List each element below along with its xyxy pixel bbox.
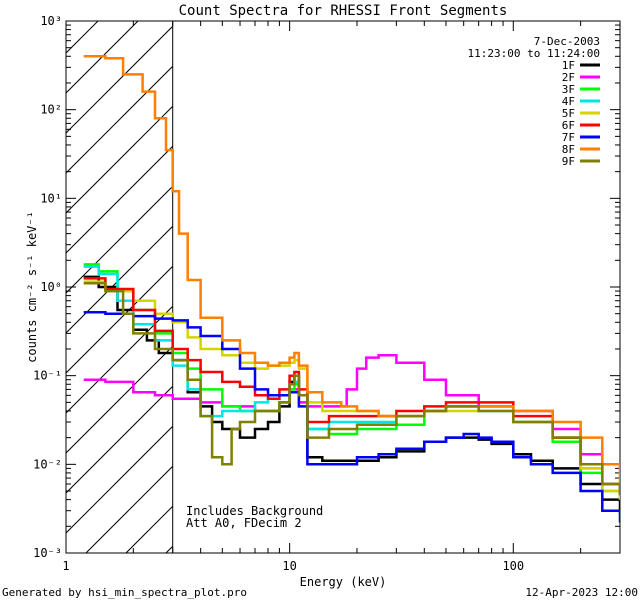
hatch-line (0, 0, 126, 553)
y-tick-label: 10³ (40, 14, 62, 28)
legend-label-1F: 1F (562, 59, 575, 72)
annotation-background: Includes Background (186, 504, 323, 518)
hatch-line (66, 385, 173, 494)
x-axis: 1 10 100 (62, 21, 621, 573)
y-tick-label: 10⁻² (33, 457, 62, 471)
x-tick-label: 100 (502, 559, 524, 573)
time-range-label: 11:23:00 to 11:24:00 (468, 47, 600, 60)
legend-label-9F: 9F (562, 155, 575, 168)
legend-label-2F: 2F (562, 71, 575, 84)
series-lines (83, 55, 620, 523)
hatch-line (66, 265, 173, 374)
x-tick-label: 1 (62, 559, 69, 573)
hatch-line (85, 465, 173, 553)
y-axis-label: counts cm⁻² s⁻¹ keV⁻¹ (25, 211, 39, 363)
legend-label-4F: 4F (562, 95, 575, 108)
chart-title: Count Spectra for RHESSI Front Segments (179, 3, 508, 19)
y-tick-label: 10⁻³ (33, 546, 62, 560)
hatch-line (66, 425, 173, 534)
y-tick-label: 10¹ (40, 191, 62, 205)
series-line-7F (83, 310, 620, 523)
series-line-8F (83, 55, 620, 491)
series-line-6F (83, 277, 620, 496)
excluded-energy-hatch (0, 0, 174, 553)
hatch-line (66, 305, 173, 414)
y-axis: 10⁻³ 10⁻² 10⁻¹ 10⁰ 10¹ 10² 10³ (33, 14, 620, 560)
legend-label-5F: 5F (562, 107, 575, 120)
y-tick-label: 10⁰ (40, 280, 62, 294)
legend-label-8F: 8F (562, 143, 575, 156)
series-line-9F (83, 282, 620, 496)
hatch-line (66, 21, 139, 94)
legend-label-6F: 6F (562, 119, 575, 132)
y-tick-label: 10² (40, 103, 62, 117)
hatch-line (66, 185, 173, 294)
y-tick-label: 10⁻¹ (33, 369, 62, 383)
hatch-line (66, 25, 173, 134)
annotation-attenuator: Att A0, FDecim 2 (186, 516, 302, 530)
hatch-line (66, 225, 173, 334)
date-label: 7-Dec-2003 (534, 35, 600, 48)
footer-timestamp: 12-Apr-2023 12:00 (525, 586, 638, 599)
footer-generated-by: Generated by hsi_min_spectra_plot.pro (2, 586, 247, 599)
hatch-line (0, 0, 6, 553)
x-axis-label: Energy (keV) (300, 575, 387, 589)
legend-label-3F: 3F (562, 83, 575, 96)
legend-label-7F: 7F (562, 131, 575, 144)
plot-frame (65, 20, 621, 554)
x-tick-label: 10 (282, 559, 296, 573)
hatch-lines (0, 0, 173, 553)
